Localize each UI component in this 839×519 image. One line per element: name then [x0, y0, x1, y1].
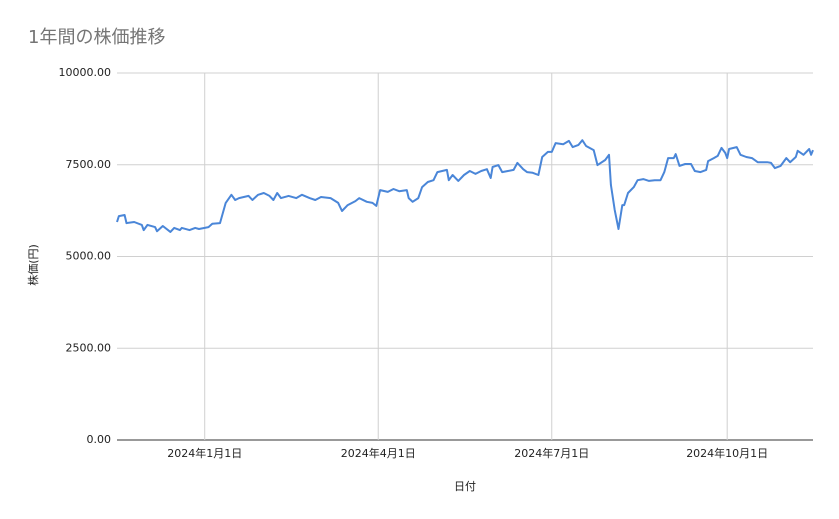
y-tick-label: 0.00 [87, 433, 112, 446]
x-axis-label: 日付 [454, 480, 476, 493]
line-series [116, 139, 814, 233]
y-tick-label: 10000.00 [59, 66, 112, 79]
x-tick-label: 2024年4月1日 [341, 446, 416, 460]
x-tick-label: 2024年7月1日 [514, 446, 589, 460]
x-tick-label: 2024年1月1日 [167, 446, 242, 460]
y-tick-label: 5000.00 [66, 250, 112, 263]
y-tick-label: 2500.00 [66, 341, 112, 354]
x-tick-label: 2024年10月1日 [686, 446, 768, 460]
y-tick-label: 7500.00 [66, 158, 112, 171]
chart-title: 1年間の株価推移 [28, 27, 165, 48]
y-axis-label: 株価(円) [26, 244, 40, 286]
